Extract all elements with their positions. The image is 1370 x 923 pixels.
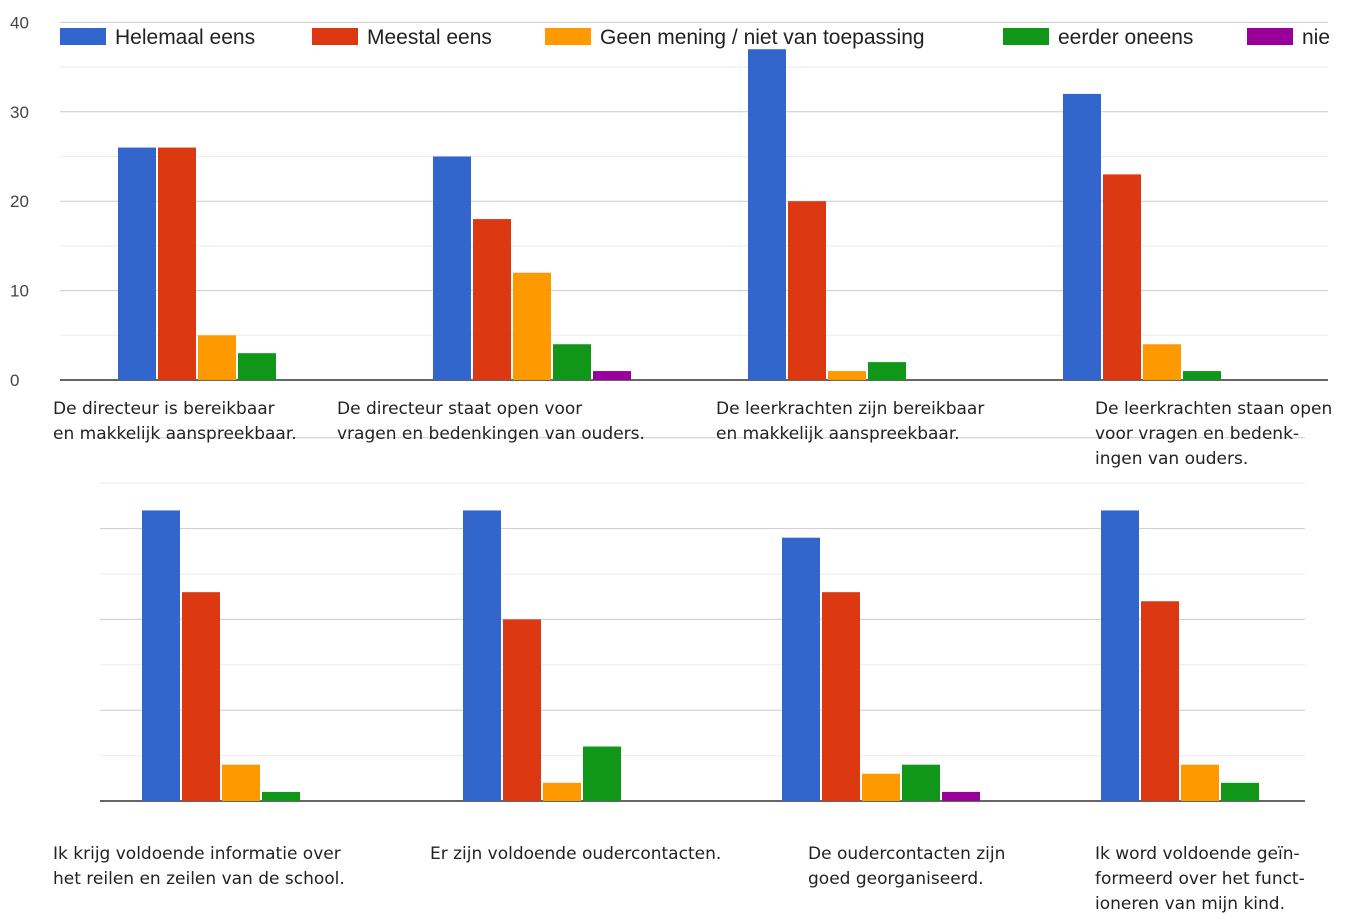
y-tick-label: 0 bbox=[10, 371, 19, 390]
legend-label: Geen mening / niet van toepassing bbox=[600, 26, 925, 49]
category-label: Ik word voldoende geïn- formeerd over he… bbox=[1095, 844, 1305, 914]
legend-swatch bbox=[1247, 28, 1293, 45]
bar bbox=[433, 156, 471, 380]
bar bbox=[782, 537, 820, 801]
bar bbox=[473, 219, 511, 380]
legend-label: Meestal eens bbox=[367, 26, 492, 49]
category-label: De leerkrachten staan open voor vragen e… bbox=[1095, 399, 1333, 469]
legend-swatch bbox=[312, 28, 358, 45]
bar bbox=[262, 791, 300, 801]
y-tick-label: 30 bbox=[10, 103, 29, 122]
bar bbox=[238, 353, 276, 380]
bar bbox=[748, 49, 786, 380]
bar bbox=[1221, 782, 1259, 801]
bar bbox=[868, 362, 906, 380]
bar bbox=[543, 782, 581, 801]
bar bbox=[822, 592, 860, 801]
bar bbox=[828, 371, 866, 380]
y-tick-label: 40 bbox=[10, 13, 29, 32]
bar bbox=[513, 272, 551, 380]
bar bbox=[142, 510, 180, 801]
bar bbox=[1063, 93, 1101, 381]
bar bbox=[902, 764, 940, 801]
y-tick-label: 10 bbox=[10, 282, 29, 301]
category-label: Er zijn voldoende oudercontacten. bbox=[430, 844, 722, 864]
bar bbox=[1101, 510, 1139, 801]
category-label: De oudercontacten zijn goed georganiseer… bbox=[808, 844, 1006, 889]
category-label: Ik krijg voldoende informatie over het r… bbox=[53, 844, 345, 889]
bar bbox=[463, 510, 501, 801]
legend-swatch bbox=[60, 28, 106, 45]
bar bbox=[583, 746, 621, 801]
legend-label: eerder oneens bbox=[1058, 26, 1193, 49]
category-label: De directeur is bereikbaar en makkelijk … bbox=[53, 399, 297, 444]
bar bbox=[593, 371, 631, 380]
bar bbox=[182, 592, 220, 801]
legend-swatch bbox=[1003, 28, 1049, 45]
legend-label: Helemaal eens bbox=[115, 26, 255, 49]
bar bbox=[118, 147, 156, 380]
bar bbox=[158, 147, 196, 380]
y-tick-label: 20 bbox=[10, 192, 29, 211]
bar bbox=[1183, 371, 1221, 380]
legend-swatch bbox=[545, 28, 591, 45]
category-label: De leerkrachten zijn bereikbaar en makke… bbox=[716, 399, 985, 444]
bar bbox=[1103, 174, 1141, 380]
bar bbox=[1181, 764, 1219, 801]
legend: Helemaal eens Meestal eens Geen mening / n… bbox=[60, 26, 1330, 49]
bar bbox=[222, 764, 260, 801]
bar bbox=[1141, 601, 1179, 801]
bar bbox=[788, 201, 826, 380]
bar bbox=[942, 791, 980, 801]
legend-label: nie bbox=[1302, 26, 1330, 49]
bar bbox=[553, 344, 591, 380]
bar bbox=[503, 619, 541, 801]
category-label: De directeur staat open voor vragen en b… bbox=[337, 399, 645, 444]
bar bbox=[862, 773, 900, 801]
bar bbox=[1143, 344, 1181, 380]
bar bbox=[198, 335, 236, 380]
